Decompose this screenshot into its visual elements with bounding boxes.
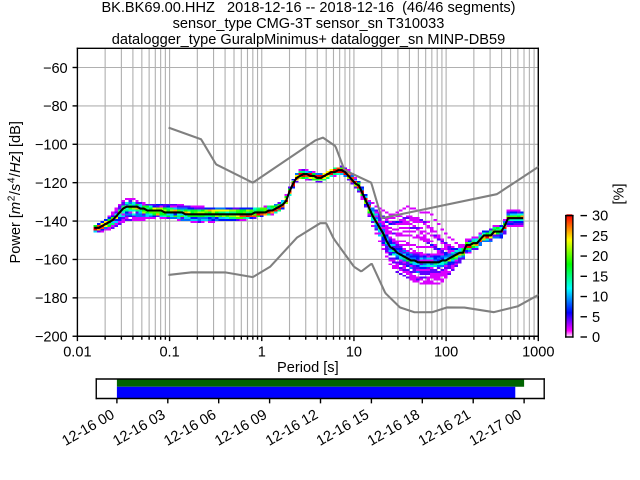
svg-text:−180: −180 xyxy=(35,291,68,307)
svg-text:10: 10 xyxy=(346,345,362,361)
svg-text:20: 20 xyxy=(592,249,608,265)
svg-text:0.1: 0.1 xyxy=(159,345,179,361)
svg-text:Period [s]: Period [s] xyxy=(277,360,339,376)
svg-text:−160: −160 xyxy=(35,253,68,269)
svg-text:−140: −140 xyxy=(35,214,68,230)
svg-text:−60: −60 xyxy=(43,61,68,77)
svg-text:30: 30 xyxy=(592,209,608,225)
svg-text:0.01: 0.01 xyxy=(63,345,91,361)
svg-text:−120: −120 xyxy=(35,176,68,192)
svg-text:−80: −80 xyxy=(43,99,68,115)
svg-text:1: 1 xyxy=(258,345,266,361)
svg-text:datalogger_type GuralpMinimus+: datalogger_type GuralpMinimus+ datalogge… xyxy=(112,32,505,48)
svg-text:1000: 1000 xyxy=(522,345,554,361)
svg-text:−100: −100 xyxy=(35,138,68,154)
svg-text:5: 5 xyxy=(592,310,600,326)
svg-text:0: 0 xyxy=(592,330,600,346)
svg-text:15: 15 xyxy=(592,269,608,285)
svg-text:25: 25 xyxy=(592,229,608,245)
svg-text:P o w e r: P o w e r [ / / ] [ d B ] m s H z 2 4 xyxy=(0,116,25,264)
svg-text:sensor_type CMG-3T sensor_sn T: sensor_type CMG-3T sensor_sn T310033 xyxy=(173,16,445,32)
svg-text:100: 100 xyxy=(434,345,458,361)
svg-text:−200: −200 xyxy=(35,330,68,346)
svg-text:[%]: [%] xyxy=(611,183,627,204)
svg-text:10: 10 xyxy=(592,290,608,306)
svg-text:BK.BK69.00.HHZ 2018-12-16 --: BK.BK69.00.HHZ 2018-12-16 -- 2018-12-16 … xyxy=(101,0,515,16)
